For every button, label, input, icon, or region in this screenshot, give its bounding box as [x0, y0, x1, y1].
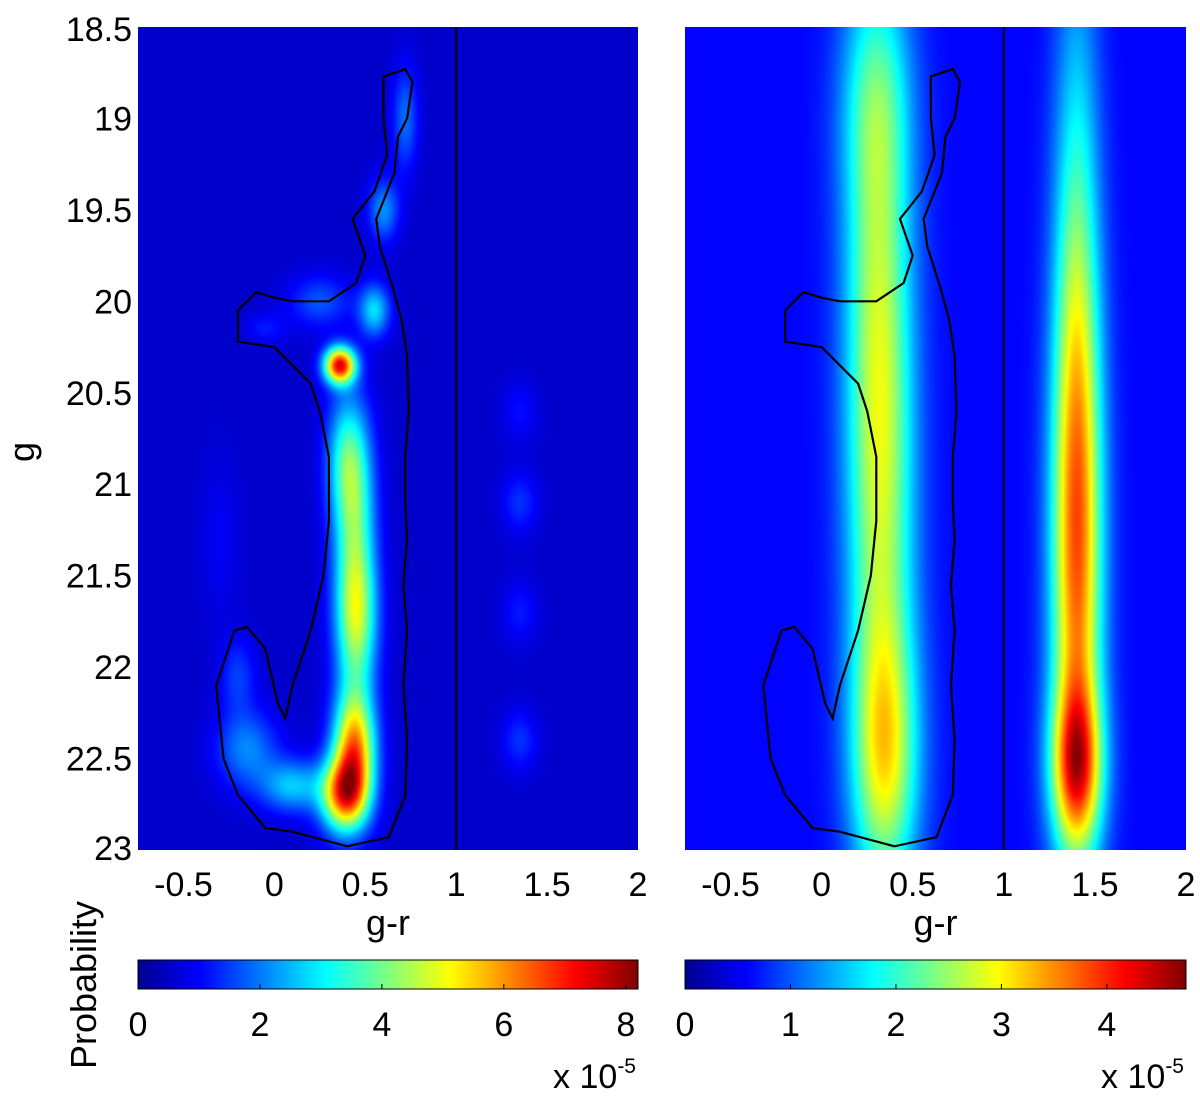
left-colorbar-exponent: x 10-5	[553, 1055, 636, 1096]
colorbar-tick-label: 3	[992, 1006, 1011, 1044]
left-density-heatmap	[138, 27, 638, 850]
right-colorbar	[684, 959, 1187, 990]
colorbar-tick-label: 6	[494, 1006, 513, 1044]
left-x-ticks: -0.5 0 0.5 1 1.5 2	[154, 866, 647, 904]
y-tick-label: 18.5	[66, 11, 132, 49]
left-contour-line	[215, 67, 414, 848]
x-tick-label: 0	[265, 866, 284, 904]
left-colorbar-label: Probability	[63, 901, 104, 1069]
x-tick-label: 0.5	[342, 866, 389, 904]
x-tick-label: 1.5	[1071, 866, 1118, 904]
y-tick-label: 19.5	[66, 192, 132, 230]
colorbar-tick-label: 0	[676, 1006, 695, 1044]
x-tick-label: 1.5	[523, 866, 570, 904]
y-tick-label: 21	[94, 466, 132, 504]
colorbar-tick-label: 1	[781, 1006, 800, 1044]
y-tick-label: 20	[94, 283, 132, 321]
x-tick-label: 0.5	[889, 866, 936, 904]
left-x-axis-label: g-r	[366, 902, 410, 943]
left-panel: -0.5 0 0.5 1 1.5 2 18.51919.52020.52121.52222…	[1, 11, 647, 1096]
x-tick-label: -0.5	[701, 866, 760, 904]
left-y-axis-label: g	[1, 442, 42, 462]
x-tick-label: -0.5	[154, 866, 213, 904]
y-tick-label: 22.5	[66, 741, 132, 779]
colorbar-tick-label: 2	[250, 1006, 269, 1044]
right-density-heatmap	[685, 27, 1186, 850]
y-tick-label: 20.5	[66, 375, 132, 413]
right-exponent-power: -5	[1165, 1055, 1184, 1078]
x-tick-label: 2	[629, 866, 648, 904]
right-colorbar-exponent: x 10-5	[1101, 1055, 1184, 1096]
colorbar-tick-label: 4	[1097, 1006, 1116, 1044]
x-tick-label: 0	[812, 866, 831, 904]
right-panel: -0.5 0 0.5 1 1.5 2 g-r 0 1 2 3 4 x 10-5	[676, 27, 1195, 1096]
left-colorbar	[137, 959, 639, 990]
right-contour-line	[762, 67, 962, 848]
right-exponent-prefix: x 10	[1101, 1058, 1165, 1096]
y-tick-label: 22	[94, 649, 132, 687]
y-tick-label: 23	[94, 830, 132, 868]
right-x-axis-label: g-r	[914, 902, 958, 943]
left-exponent-power: -5	[617, 1055, 636, 1078]
left-exponent-prefix: x 10	[553, 1058, 617, 1096]
x-tick-label: 1	[994, 866, 1013, 904]
y-tick-label: 21.5	[66, 558, 132, 596]
x-tick-label: 1	[447, 866, 466, 904]
colorbar-tick-label: 8	[616, 1006, 635, 1044]
left-colorbar-ticks: 0 2 4 6 8	[129, 984, 635, 1044]
right-colorbar-ticks: 0 1 2 3 4	[676, 984, 1116, 1044]
colorbar-tick-label: 0	[129, 1006, 148, 1044]
colorbar-tick-label: 4	[372, 1006, 391, 1044]
y-tick-label: 19	[94, 100, 132, 138]
left-y-ticks: 18.5 19 19.5 20 20.5 21 21.5 22 22.5 23	[66, 11, 132, 868]
colorbar-tick-label: 2	[886, 1006, 905, 1044]
x-tick-label: 2	[1177, 866, 1196, 904]
right-x-ticks: -0.5 0 0.5 1 1.5 2	[701, 866, 1195, 904]
